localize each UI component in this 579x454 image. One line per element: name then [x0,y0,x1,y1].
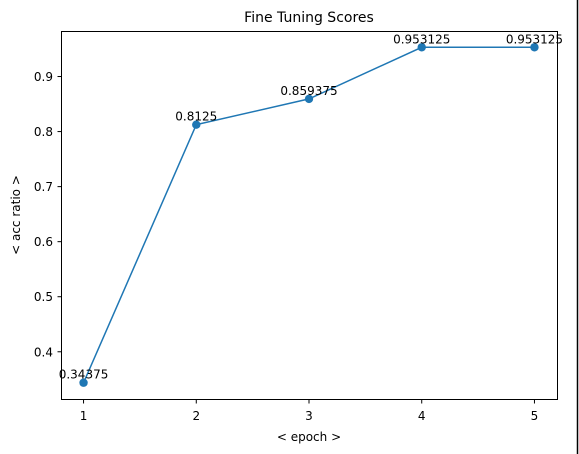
chart-title: Fine Tuning Scores [244,10,374,26]
data-point-label: 0.8125 [175,110,217,124]
data-point [79,378,88,387]
y-axis-label: < acc ratio > [9,175,23,255]
data-point-label: 0.953125 [506,32,563,46]
y-tick-label: 0.6 [34,235,53,249]
y-tick-label: 0.4 [34,345,53,359]
y-tick-label: 0.8 [34,125,53,139]
data-point [192,120,201,129]
series-layer [79,43,539,387]
y-tick-label: 0.5 [34,290,53,304]
y-axis-ticks: 0.4 0.5 0.6 0.7 0.8 0.9 [34,70,62,359]
data-point [530,43,539,52]
data-point-label: 0.34375 [59,368,109,382]
y-tick-label: 0.7 [34,180,53,194]
x-tick-label: 3 [305,409,313,423]
x-tick-label: 1 [80,409,88,423]
data-point [417,43,426,52]
x-tick-label: 5 [531,409,539,423]
data-point [304,94,314,104]
y-tick-label: 0.9 [34,70,53,84]
data-point-label: 0.859375 [280,84,337,98]
x-axis-label: < epoch > [277,430,341,444]
x-tick-label: 2 [192,409,200,423]
x-tick-label: 4 [418,409,426,423]
data-labels: 0.34375 0.8125 0.859375 0.953125 0.953125 [59,32,563,381]
data-point-label: 0.953125 [393,32,450,46]
x-axis-ticks: 1 2 3 4 5 [80,399,539,423]
